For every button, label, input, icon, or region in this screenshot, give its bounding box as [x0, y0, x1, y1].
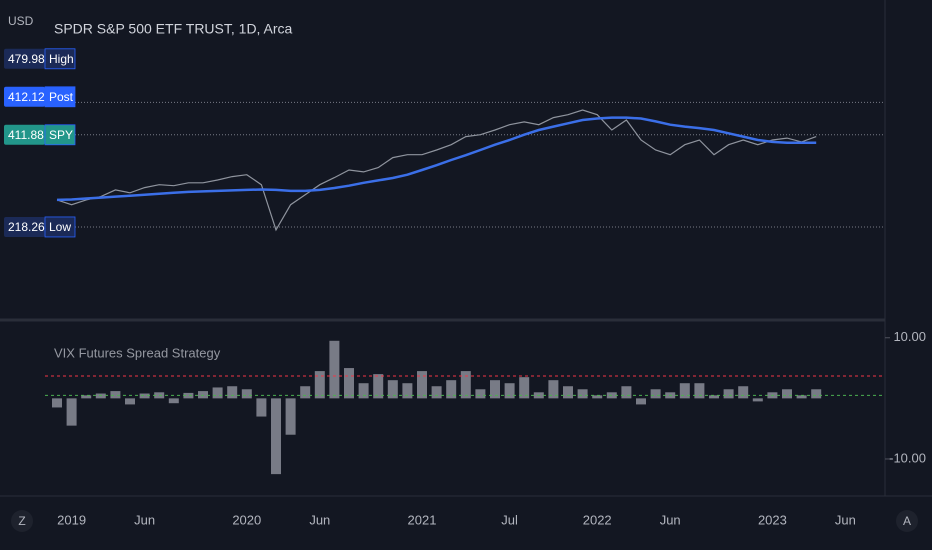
- histogram-bar: [738, 386, 749, 399]
- indicator-title: VIX Futures Spread Strategy: [54, 345, 221, 360]
- price-label-value-box: [4, 216, 45, 237]
- currency: USD: [8, 14, 34, 28]
- y-tick-label: -10.00: [889, 450, 926, 465]
- price-label-name: SPY: [49, 128, 73, 142]
- histogram-bar: [811, 389, 822, 399]
- histogram-bar: [285, 398, 296, 435]
- histogram-bar: [782, 389, 792, 399]
- histogram-bar: [139, 393, 150, 399]
- price-label-value: 218.26: [8, 220, 45, 234]
- x-tick-label: 2021: [408, 512, 437, 527]
- price-label: 479.98 High: [4, 48, 76, 70]
- histogram-bar: [373, 374, 384, 399]
- price-label-value-box: [4, 124, 45, 145]
- histogram-bar: [212, 387, 223, 399]
- x-tick-label: 2020: [232, 512, 261, 527]
- histogram-bar: [344, 368, 354, 399]
- chart-title: SPDR S&P 500 ETF TRUST, 1D, Arca: [54, 21, 293, 37]
- zoom-button[interactable]: [11, 510, 33, 532]
- histogram-bar: [95, 393, 106, 399]
- price-label-name-box: [44, 124, 76, 146]
- price-label-value-box: [4, 48, 45, 69]
- histogram-bar: [227, 386, 238, 399]
- x-tick-label: 2022: [583, 512, 612, 527]
- auto-scale-button-icon[interactable]: A: [903, 514, 911, 528]
- histogram-bar: [329, 340, 340, 399]
- histogram-bar: [125, 398, 135, 405]
- histogram-bar: [241, 389, 252, 399]
- histogram-bar: [490, 380, 500, 399]
- price-label-name: High: [49, 52, 74, 66]
- price-label-name-box: [44, 86, 76, 108]
- histogram-bar: [636, 398, 646, 405]
- x-tick-label: Jun: [835, 512, 856, 527]
- histogram-bar: [256, 398, 267, 417]
- histogram-bar: [314, 371, 325, 399]
- histogram-bar: [504, 383, 515, 399]
- histogram-bar: [460, 371, 471, 399]
- histogram-bar: [110, 391, 121, 399]
- histogram-bar: [694, 383, 705, 399]
- histogram-bar: [679, 383, 690, 399]
- histogram-bar: [183, 392, 194, 399]
- moving-average-line: [56, 116, 817, 202]
- x-tick-label: Jun: [134, 512, 155, 527]
- histogram-bar: [417, 371, 427, 399]
- price-label-value: 479.98: [8, 52, 45, 66]
- histogram-bar: [168, 398, 179, 404]
- x-tick-label: 2023: [758, 512, 787, 527]
- auto-scale-button[interactable]: [896, 510, 918, 532]
- histogram-bar: [563, 386, 573, 399]
- histogram-bar: [519, 377, 530, 399]
- histogram-bar: [650, 389, 661, 399]
- zoom-button-icon[interactable]: Z: [18, 514, 25, 528]
- x-tick-label: Jun: [309, 512, 330, 527]
- histogram-bar: [475, 389, 486, 399]
- price-label-name-box: [44, 216, 76, 238]
- x-tick-label: 2019: [57, 512, 86, 527]
- x-tick-label: Jul: [501, 512, 518, 527]
- price-label-name: Low: [49, 220, 71, 234]
- histogram-bar: [358, 383, 369, 399]
- histogram-bar: [271, 398, 281, 475]
- price-label: 411.88 SPY: [4, 124, 76, 146]
- histogram-bar: [300, 386, 311, 399]
- histogram-bar: [621, 386, 632, 399]
- price-label-value: 411.88: [8, 128, 44, 142]
- histogram-bar: [387, 380, 398, 399]
- x-tick-label: Jun: [660, 512, 681, 527]
- histogram-bar: [592, 395, 603, 399]
- histogram-bar: [723, 389, 734, 399]
- price-label-value-box: [4, 86, 45, 107]
- y-tick-label: 10.00: [893, 329, 926, 344]
- price-label-name-box: [44, 48, 76, 70]
- histogram-bar: [52, 398, 62, 408]
- histogram-bar: [548, 380, 559, 399]
- histogram-bar: [431, 386, 442, 399]
- histogram-bar: [796, 395, 807, 399]
- price-label: 218.26 Low: [4, 216, 76, 238]
- histogram-bar: [66, 398, 77, 426]
- price-label-value: 412.12: [8, 90, 45, 104]
- histogram-bar: [81, 395, 92, 399]
- price-label-name: Post: [49, 90, 74, 104]
- histogram-bar: [198, 391, 208, 399]
- histogram-bar: [577, 389, 588, 399]
- price-line: [56, 109, 817, 232]
- histogram-bar: [709, 395, 719, 399]
- histogram-bar: [446, 380, 457, 399]
- price-label: 412.12 Post: [4, 86, 76, 108]
- histogram-bar: [752, 398, 763, 402]
- histogram-bar: [402, 383, 413, 399]
